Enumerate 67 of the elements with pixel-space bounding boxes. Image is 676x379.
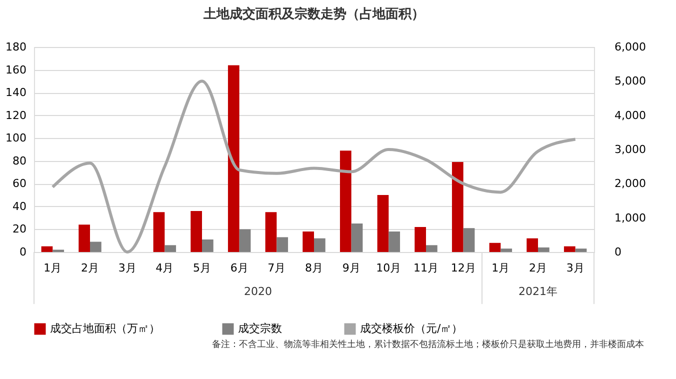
y-tick-label: 0 bbox=[20, 246, 26, 258]
x-tick-label: 7月 bbox=[268, 262, 286, 274]
bar bbox=[526, 238, 538, 252]
bar bbox=[575, 248, 587, 252]
y2-tick-label: 6,000 bbox=[614, 40, 646, 54]
bar bbox=[377, 195, 389, 252]
y-tick-label: 40 bbox=[12, 200, 26, 213]
legend-label: 成交占地面积（万㎡） bbox=[50, 322, 160, 335]
y-tick-label: 20 bbox=[12, 222, 26, 236]
bar bbox=[351, 224, 363, 252]
x-tick-label: 4月 bbox=[156, 262, 174, 274]
y2-tick-label: 3,000 bbox=[614, 143, 646, 156]
y-tick-label: 140 bbox=[6, 86, 26, 100]
x-tick-label: 11月 bbox=[414, 262, 438, 274]
y2-tick-label: 4,000 bbox=[614, 108, 646, 122]
bar bbox=[265, 212, 277, 252]
x-tick-label: 3月 bbox=[118, 262, 136, 274]
x-tick-label: 12月 bbox=[450, 262, 476, 274]
bar bbox=[340, 150, 352, 252]
x-tick-label: 6月 bbox=[230, 262, 248, 274]
y2-tick-label: 5,000 bbox=[614, 74, 646, 88]
legend-label: 成交楼板价（元/㎡） bbox=[360, 322, 463, 335]
bar bbox=[276, 237, 288, 252]
bar bbox=[90, 242, 102, 252]
bar bbox=[489, 242, 501, 252]
bar bbox=[78, 224, 90, 252]
chart-title: 土地成交面积及宗数走势（占地面积） bbox=[202, 6, 424, 22]
bar bbox=[388, 232, 400, 252]
x-tick-label: 2月 bbox=[81, 262, 99, 274]
y-tick-label: 60 bbox=[12, 177, 26, 190]
x-tick-label: 1月 bbox=[492, 262, 510, 274]
x-tick-label: 9月 bbox=[342, 262, 360, 274]
bar bbox=[414, 226, 426, 252]
text: 2021年 bbox=[518, 285, 558, 298]
x-tick-label: 2月 bbox=[529, 262, 547, 274]
bar bbox=[564, 246, 576, 252]
x-tick-label: 1月 bbox=[44, 262, 62, 274]
bar bbox=[426, 245, 438, 252]
bar bbox=[190, 211, 202, 252]
bar bbox=[41, 246, 53, 252]
bar bbox=[500, 248, 512, 252]
bar bbox=[538, 247, 550, 252]
legend-label: 成交宗数 bbox=[238, 322, 282, 335]
bar bbox=[302, 232, 314, 252]
y-tick-label: 100 bbox=[6, 132, 26, 145]
y-tick-label: 180 bbox=[6, 40, 26, 54]
x-tick-label: 3月 bbox=[566, 262, 584, 274]
y2-tick-label: 2,000 bbox=[614, 177, 646, 190]
x-tick-label: 8月 bbox=[305, 262, 323, 274]
y-tick-label: 80 bbox=[12, 154, 26, 168]
y-tick-label: 160 bbox=[6, 63, 26, 76]
text: 2020 bbox=[244, 285, 272, 298]
x-tick-label: 5月 bbox=[193, 262, 211, 274]
bar bbox=[239, 229, 251, 252]
bar bbox=[153, 212, 165, 252]
bar bbox=[164, 245, 176, 252]
text: 备注：不含工业、物流等非相关性土地，累计数据不包括流标土地；楼板价只是获取土地费用，并非楼面成本 bbox=[212, 339, 644, 350]
line-series bbox=[51, 80, 577, 254]
bar bbox=[202, 239, 214, 252]
bar bbox=[463, 228, 475, 252]
bar bbox=[452, 162, 464, 252]
y-tick-label: 120 bbox=[6, 108, 26, 122]
bar bbox=[228, 65, 240, 252]
x-tick-label: 10月 bbox=[376, 262, 402, 274]
bar bbox=[314, 238, 326, 252]
y2-tick-label: 1,000 bbox=[614, 211, 646, 224]
y2-tick-label: 0 bbox=[614, 246, 622, 258]
